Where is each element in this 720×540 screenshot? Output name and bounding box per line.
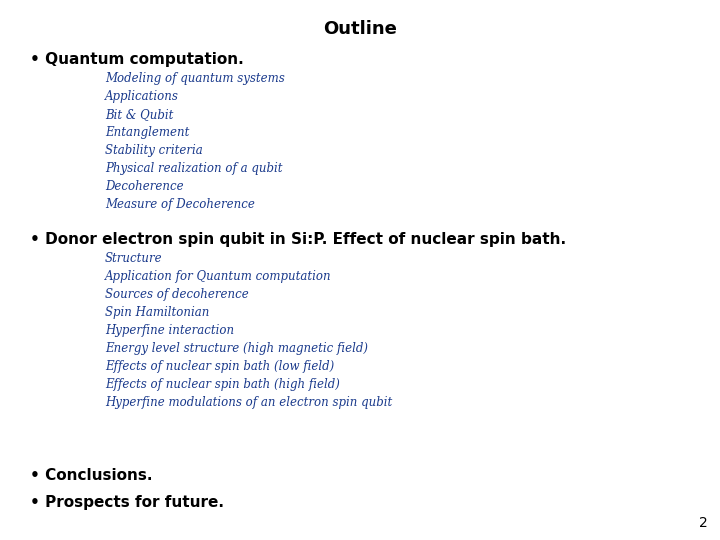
Text: Applications: Applications [105,90,179,103]
Text: Energy level structure (high magnetic field): Energy level structure (high magnetic fi… [105,342,368,355]
Text: • Conclusions.: • Conclusions. [30,468,153,483]
Text: 2: 2 [699,516,708,530]
Text: Measure of Decoherence: Measure of Decoherence [105,198,255,211]
Text: Modeling of quantum systems: Modeling of quantum systems [105,72,284,85]
Text: Application for Quantum computation: Application for Quantum computation [105,270,332,283]
Text: Effects of nuclear spin bath (high field): Effects of nuclear spin bath (high field… [105,378,340,391]
Text: Sources of decoherence: Sources of decoherence [105,288,248,301]
Text: Outline: Outline [323,20,397,38]
Text: • Quantum computation.: • Quantum computation. [30,52,244,67]
Text: Stability criteria: Stability criteria [105,144,203,157]
Text: • Prospects for future.: • Prospects for future. [30,495,224,510]
Text: Structure: Structure [105,252,163,265]
Text: Entanglement: Entanglement [105,126,189,139]
Text: • Donor electron spin qubit in Si:P. Effect of nuclear spin bath.: • Donor electron spin qubit in Si:P. Eff… [30,232,566,247]
Text: Spin Hamiltonian: Spin Hamiltonian [105,306,210,319]
Text: Hyperfine modulations of an electron spin qubit: Hyperfine modulations of an electron spi… [105,396,392,409]
Text: Decoherence: Decoherence [105,180,184,193]
Text: Effects of nuclear spin bath (low field): Effects of nuclear spin bath (low field) [105,360,334,373]
Text: Physical realization of a qubit: Physical realization of a qubit [105,162,282,175]
Text: Hyperfine interaction: Hyperfine interaction [105,324,234,337]
Text: Bit & Qubit: Bit & Qubit [105,108,174,121]
